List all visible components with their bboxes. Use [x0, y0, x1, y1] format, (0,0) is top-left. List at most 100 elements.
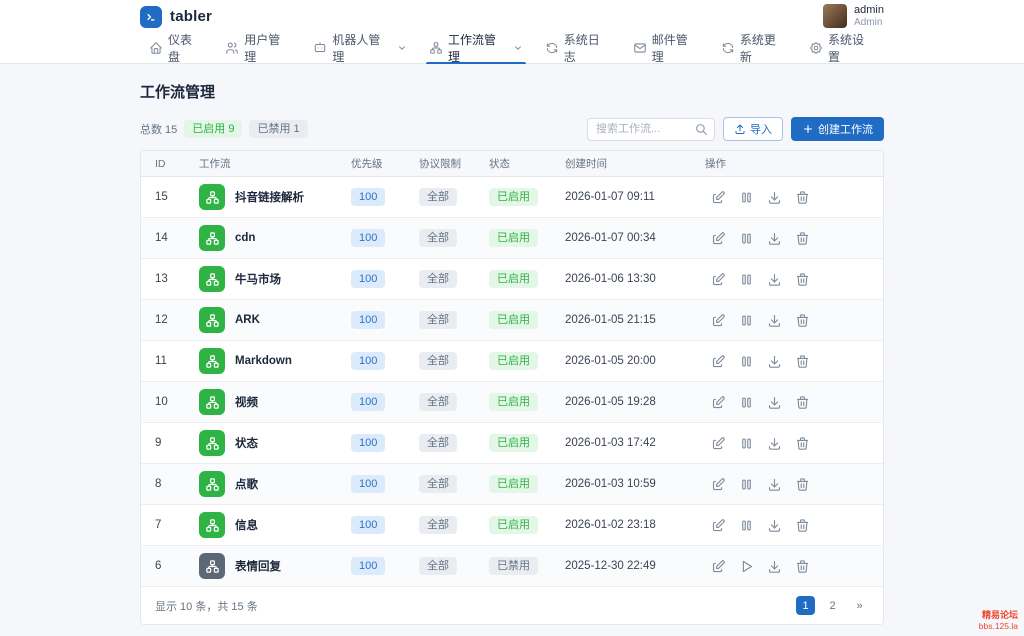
delete-button[interactable] [795, 395, 810, 410]
export-button[interactable] [767, 272, 782, 287]
export-button[interactable] [767, 559, 782, 574]
export-button[interactable] [767, 313, 782, 328]
nav-item-用户管理[interactable]: 用户管理 [216, 33, 300, 63]
pause-icon [739, 436, 754, 451]
edit-button[interactable] [711, 518, 726, 533]
nav-item-工作流管理[interactable]: 工作流管理 [420, 33, 532, 63]
edit-button[interactable] [711, 477, 726, 492]
download-icon [767, 190, 782, 205]
table-header-row: ID 工作流 优先级 协议限制 状态 创建时间 操作 [141, 151, 883, 177]
delete-button[interactable] [795, 313, 810, 328]
priority-badge: 100 [351, 270, 385, 288]
showing-summary: 显示 10 条，共 15 条 [155, 598, 258, 614]
workflow-name: 视频 [235, 394, 258, 410]
export-button[interactable] [767, 477, 782, 492]
nav-item-系统设置[interactable]: 系统设置 [800, 33, 884, 63]
workflow-name: 点歌 [235, 476, 258, 492]
export-button[interactable] [767, 436, 782, 451]
created-time: 2026-01-05 21:15 [557, 300, 697, 341]
workflow-stats: 总数 15 已启用 9 已禁用 1 [140, 120, 308, 138]
delete-button[interactable] [795, 272, 810, 287]
delete-button[interactable] [795, 518, 810, 533]
nav-item-系统日志[interactable]: 系统日志 [536, 33, 620, 63]
toggle-button[interactable] [739, 518, 754, 533]
terminal-icon [140, 6, 162, 28]
nav-item-仪表盘[interactable]: 仪表盘 [140, 33, 212, 63]
edit-button[interactable] [711, 436, 726, 451]
workflow-name: 牛马市场 [235, 271, 281, 287]
col-created: 创建时间 [557, 151, 697, 177]
workflow-name: 状态 [235, 435, 258, 451]
toggle-button[interactable] [739, 436, 754, 451]
download-icon [767, 395, 782, 410]
row-id: 10 [141, 382, 191, 423]
table-row: 10 视频 100 全部 已启用 2026-01-05 19:28 [141, 382, 883, 423]
edit-icon [711, 518, 726, 533]
edit-button[interactable] [711, 395, 726, 410]
export-button[interactable] [767, 518, 782, 533]
workflow-icon [199, 471, 225, 497]
edit-icon [711, 354, 726, 369]
nav-item-机器人管理[interactable]: 机器人管理 [304, 33, 416, 63]
priority-badge: 100 [351, 516, 385, 534]
edit-icon [711, 395, 726, 410]
edit-button[interactable] [711, 559, 726, 574]
priority-badge: 100 [351, 475, 385, 493]
created-time: 2026-01-03 17:42 [557, 423, 697, 464]
edit-button[interactable] [711, 190, 726, 205]
trash-icon [795, 518, 810, 533]
page-button-2[interactable]: 2 [823, 596, 842, 615]
status-badge: 已禁用 [489, 557, 538, 575]
toggle-button[interactable] [739, 395, 754, 410]
edit-button[interactable] [711, 354, 726, 369]
edit-button[interactable] [711, 313, 726, 328]
page-button-»[interactable]: » [850, 596, 869, 615]
page-button-1[interactable]: 1 [796, 596, 815, 615]
toggle-button[interactable] [739, 190, 754, 205]
workflow-icon [199, 266, 225, 292]
toggle-button[interactable] [739, 313, 754, 328]
toggle-button[interactable] [739, 477, 754, 492]
pause-icon [739, 190, 754, 205]
delete-button[interactable] [795, 477, 810, 492]
user-menu[interactable]: admin Admin [823, 4, 884, 28]
edit-button[interactable] [711, 272, 726, 287]
export-button[interactable] [767, 354, 782, 369]
delete-button[interactable] [795, 231, 810, 246]
import-button[interactable]: 导入 [723, 117, 783, 141]
export-button[interactable] [767, 190, 782, 205]
delete-button[interactable] [795, 190, 810, 205]
nav-item-邮件管理[interactable]: 邮件管理 [624, 33, 708, 63]
home-icon [149, 41, 163, 55]
export-button[interactable] [767, 231, 782, 246]
toggle-button[interactable] [739, 559, 754, 574]
workflow-name: Markdown [235, 355, 292, 367]
create-workflow-button[interactable]: 创建工作流 [791, 117, 884, 141]
priority-badge: 100 [351, 393, 385, 411]
status-badge: 已启用 [489, 311, 538, 329]
edit-icon [711, 231, 726, 246]
protocol-badge: 全部 [419, 352, 457, 370]
status-badge: 已启用 [489, 434, 538, 452]
protocol-badge: 全部 [419, 475, 457, 493]
edit-icon [711, 436, 726, 451]
brand-logo[interactable]: tabler [140, 6, 212, 28]
table-row: 11 Markdown 100 全部 已启用 2026-01-05 20:00 [141, 341, 883, 382]
edit-button[interactable] [711, 231, 726, 246]
table-row: 14 cdn 100 全部 已启用 2026-01-07 00:34 [141, 218, 883, 259]
pause-icon [739, 354, 754, 369]
status-badge: 已启用 [489, 393, 538, 411]
toggle-button[interactable] [739, 231, 754, 246]
created-time: 2026-01-03 10:59 [557, 464, 697, 505]
nav-item-系统更新[interactable]: 系统更新 [712, 33, 796, 63]
toggle-button[interactable] [739, 354, 754, 369]
delete-button[interactable] [795, 436, 810, 451]
toggle-button[interactable] [739, 272, 754, 287]
delete-button[interactable] [795, 354, 810, 369]
col-priority: 优先级 [343, 151, 411, 177]
delete-button[interactable] [795, 559, 810, 574]
download-icon [767, 272, 782, 287]
status-badge: 已启用 [489, 516, 538, 534]
created-time: 2026-01-02 23:18 [557, 505, 697, 546]
export-button[interactable] [767, 395, 782, 410]
